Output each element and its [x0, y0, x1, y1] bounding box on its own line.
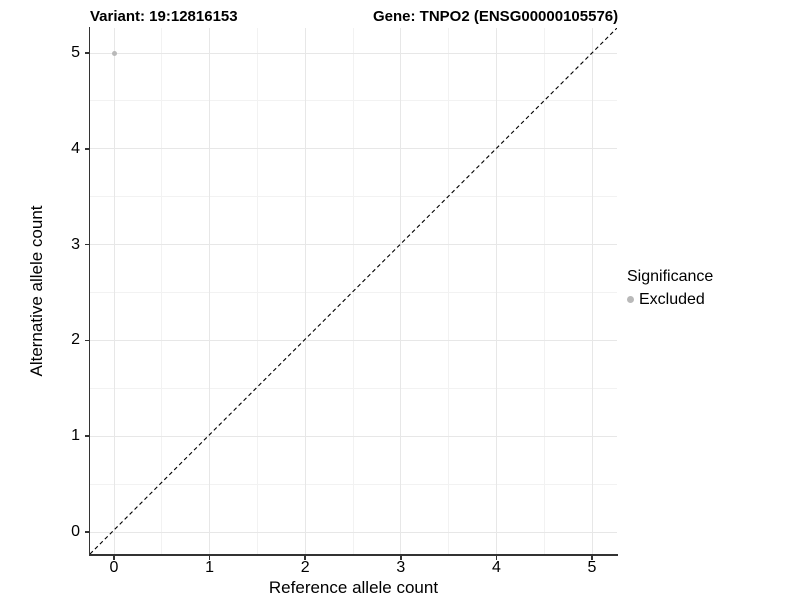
gridline-minor-vertical: [161, 28, 163, 554]
x-tick-label: 1: [205, 559, 215, 576]
gridline-major-vertical: [113, 28, 115, 554]
y-tick-mark: [84, 148, 89, 150]
y-tick-mark: [84, 435, 89, 437]
gridline-minor-vertical: [256, 28, 258, 554]
y-tick-mark: [84, 339, 89, 342]
identity-line: [90, 28, 617, 554]
x-tick-label: 5: [587, 559, 597, 576]
y-axis-title: Alternative allele count: [27, 205, 46, 377]
gridline-major-horizontal: [90, 531, 617, 533]
x-axis-line: [88, 554, 618, 556]
legend-item-label: Excluded: [639, 291, 705, 308]
x-tick-mark: [495, 555, 498, 560]
y-tick-label: 3: [71, 235, 80, 253]
plot-title-gene: Gene: TNPO2 (ENSG00000105576): [373, 8, 619, 25]
legend-title: Significance: [627, 268, 714, 285]
plot-title-variant: Variant: 19:12816153: [90, 8, 238, 25]
data-point: [111, 50, 117, 56]
y-tick-label: 5: [71, 44, 80, 61]
gridline-major-horizontal: [90, 339, 617, 341]
y-axis-line: [88, 27, 90, 556]
gridline-major-vertical: [400, 28, 402, 554]
gridline-minor-horizontal: [90, 387, 617, 389]
gridline-minor-horizontal: [90, 292, 617, 293]
gridline-major-vertical: [495, 28, 497, 554]
gridline-minor-horizontal: [90, 196, 617, 198]
x-tick-mark: [208, 555, 211, 560]
gridline-major-vertical: [591, 28, 593, 554]
y-tick-label: 4: [71, 139, 80, 157]
gridline-major-horizontal: [90, 435, 617, 437]
y-tick-mark: [84, 243, 89, 246]
gridline-minor-vertical: [543, 28, 545, 554]
gridline-minor-horizontal: [90, 100, 617, 102]
plot-panel: [90, 28, 617, 554]
legend: Significance Excluded: [627, 267, 713, 309]
x-axis-title: Reference allele count: [268, 578, 439, 597]
legend-key-dot: [627, 296, 634, 303]
y-tick-mark: [84, 531, 89, 533]
gridline-minor-horizontal: [90, 483, 617, 485]
gridline-major-vertical: [209, 28, 211, 554]
x-tick-mark: [304, 555, 306, 560]
gridline-major-horizontal: [90, 148, 617, 150]
y-tick-label: 1: [71, 427, 80, 445]
x-tick-label: 3: [396, 559, 406, 576]
x-tick-label: 0: [109, 559, 119, 576]
x-tick-mark: [400, 555, 402, 560]
x-tick-label: 4: [491, 559, 501, 576]
y-tick-label: 2: [71, 331, 80, 349]
x-tick-label: 2: [300, 559, 310, 576]
y-tick-label: 0: [71, 523, 80, 540]
y-tick-mark: [84, 52, 89, 54]
x-tick-mark: [591, 555, 593, 560]
gridline-major-horizontal: [90, 52, 617, 54]
gridline-major-horizontal: [90, 244, 617, 246]
gridline-minor-vertical: [448, 28, 450, 554]
legend-item: Excluded: [627, 290, 713, 309]
x-tick-mark: [113, 555, 115, 560]
gridline-major-vertical: [304, 28, 306, 554]
